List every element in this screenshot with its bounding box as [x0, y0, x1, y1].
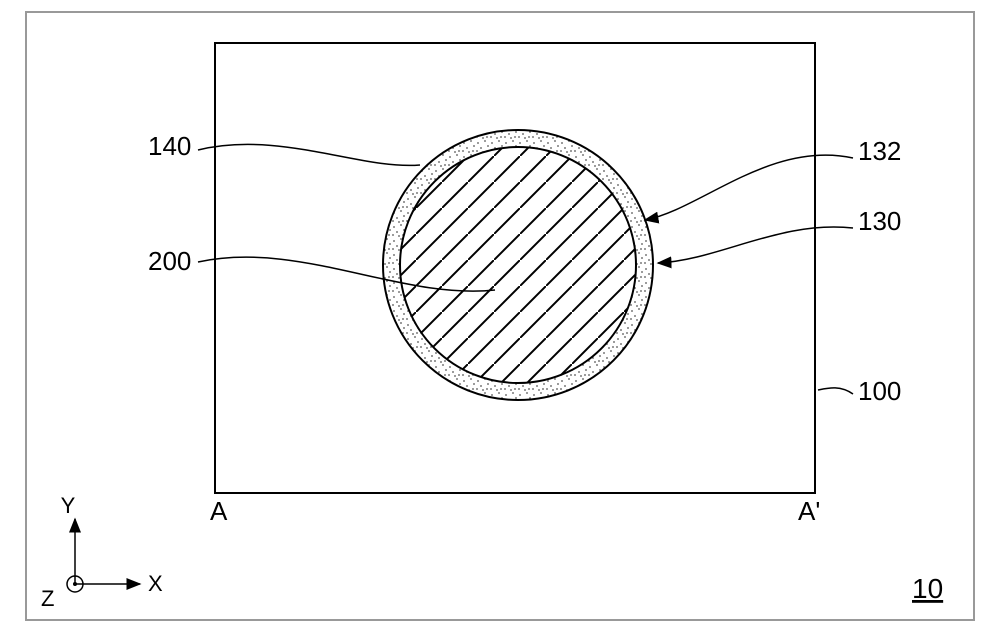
label-130: 130: [858, 206, 901, 236]
diagram-svg: X Y Z 140 200 132 130 100 A A' 10: [0, 0, 1000, 633]
axis-label-y: Y: [61, 493, 76, 518]
label-132: 132: [858, 136, 901, 166]
label-200: 200: [148, 246, 191, 276]
label-100: 100: [858, 376, 901, 406]
figure-number: 10: [912, 573, 943, 604]
hatched-circle-200: [400, 147, 636, 383]
section-mark-a: A: [210, 496, 228, 526]
label-140: 140: [148, 131, 191, 161]
axis-label-z: Z: [41, 586, 54, 611]
axis-label-x: X: [148, 571, 163, 596]
section-mark-a-prime: A': [798, 496, 820, 526]
